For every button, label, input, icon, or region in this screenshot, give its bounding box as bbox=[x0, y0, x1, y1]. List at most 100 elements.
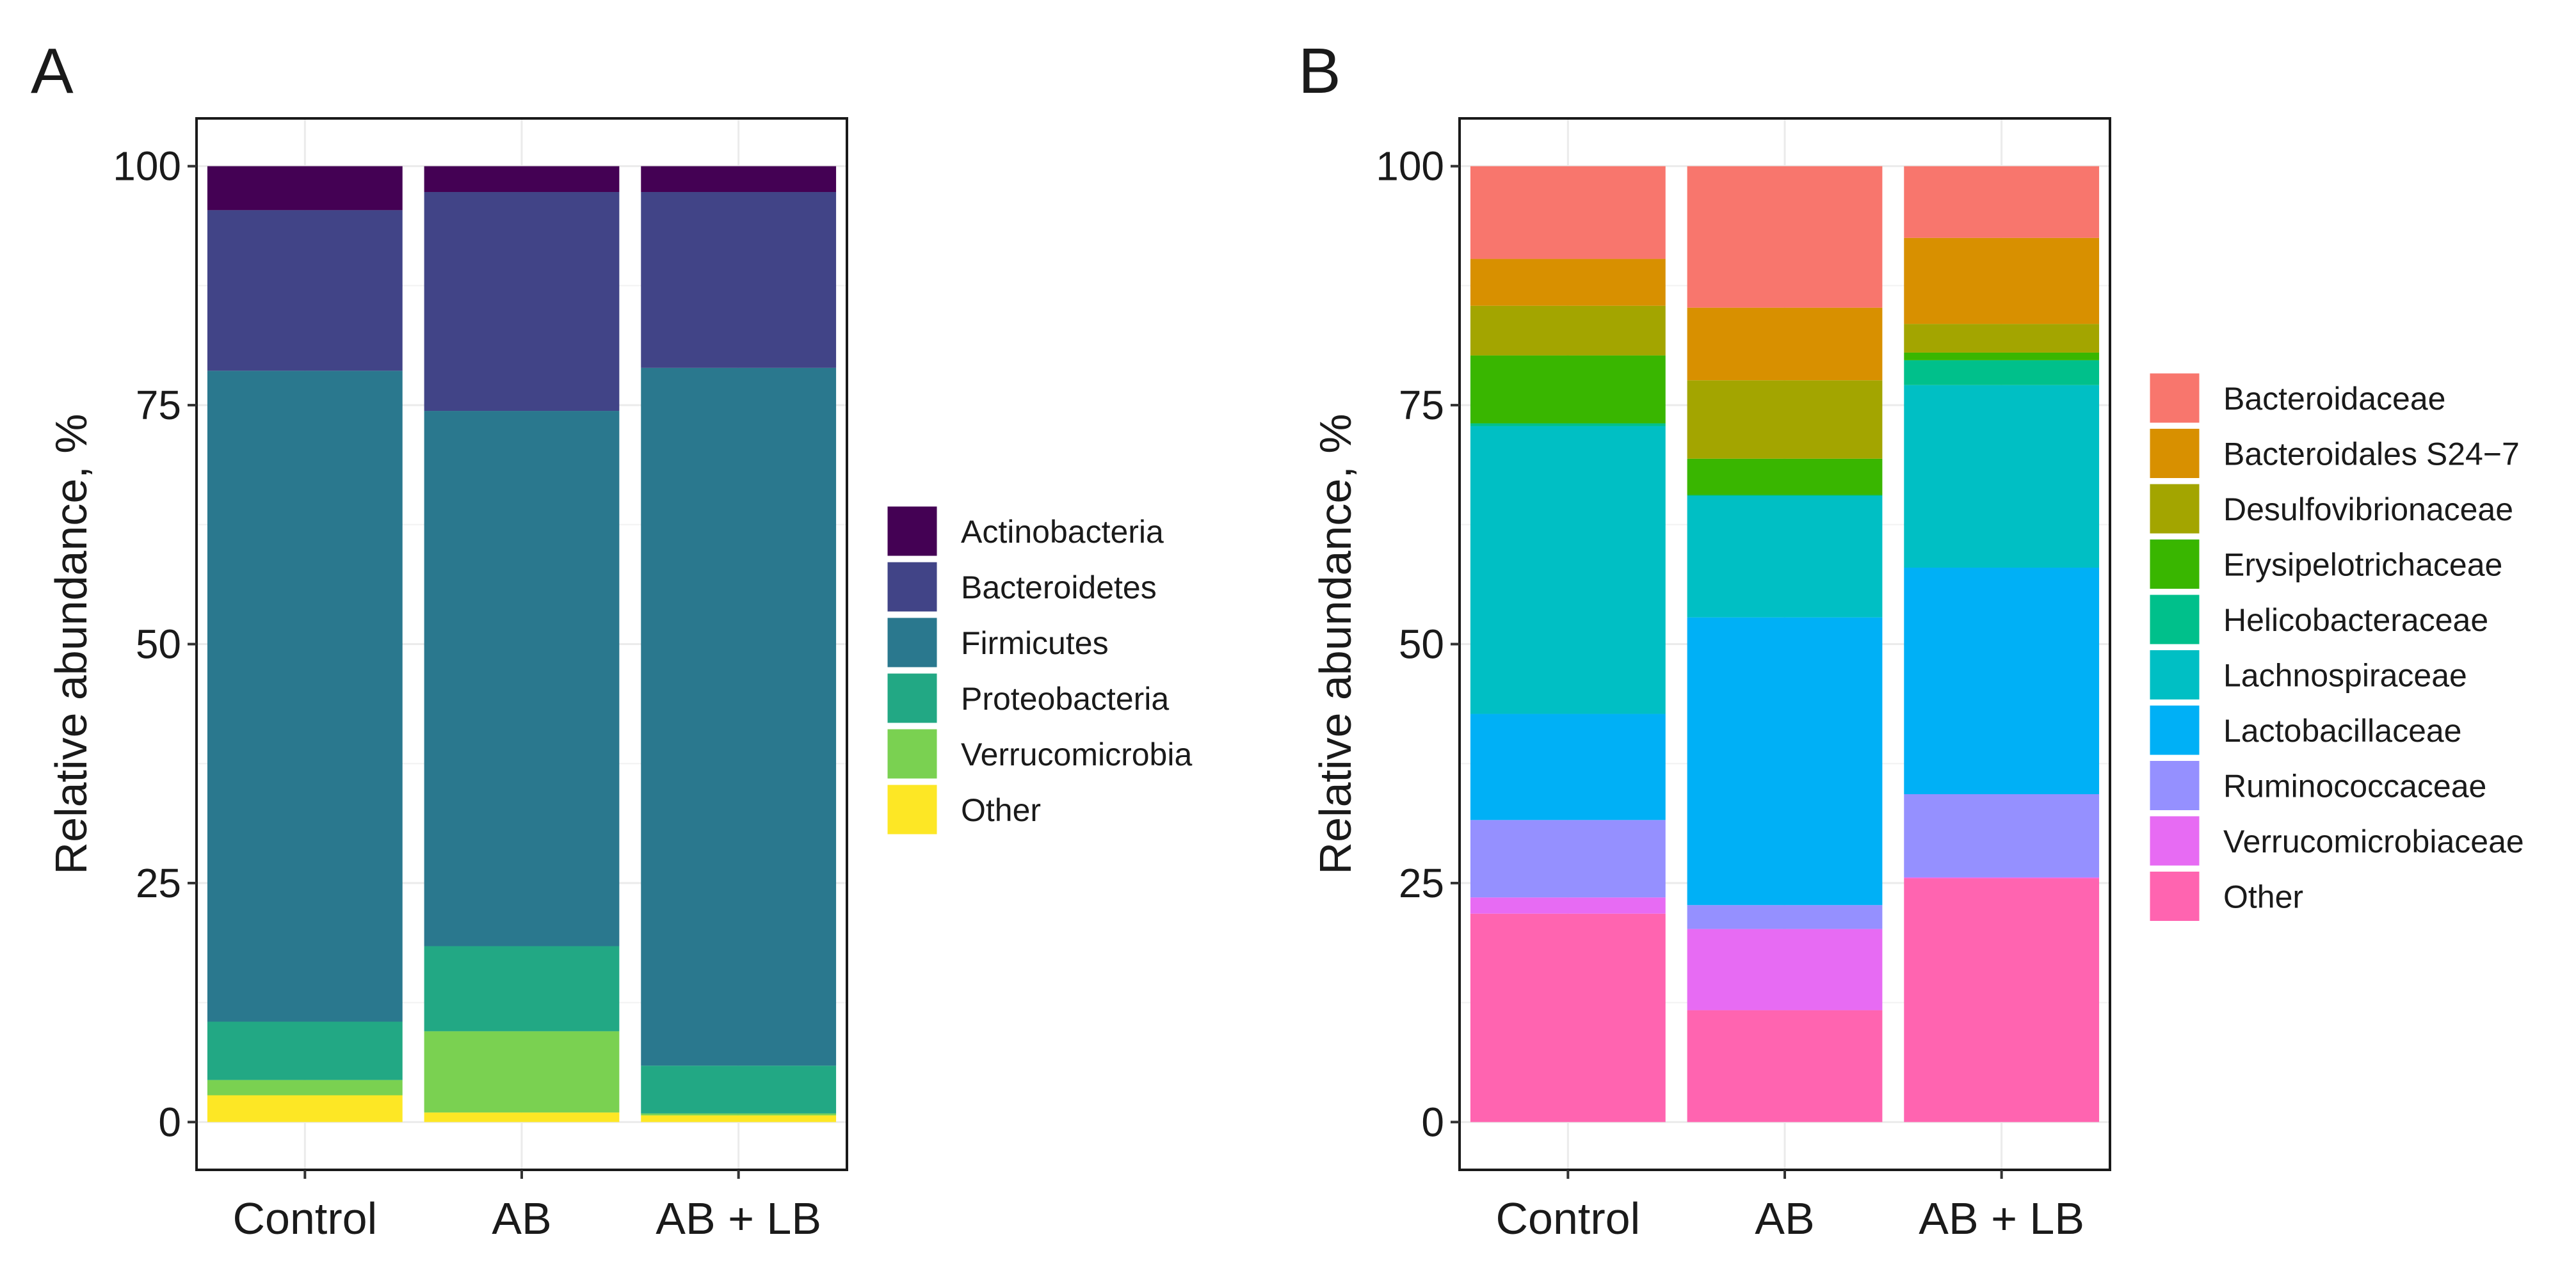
legend-swatch-ruminococcaceae bbox=[2148, 759, 2202, 812]
legend-label-actinobacteria: Actinobacteria bbox=[961, 514, 1164, 550]
legend-label-other: Other bbox=[961, 792, 1041, 828]
legend-swatch-other bbox=[885, 783, 939, 836]
legend-label-other: Other bbox=[2223, 879, 2303, 915]
legend: Bacteroidaceae Bacteroidales S24−7 Desulfo… bbox=[2148, 371, 2524, 923]
bar-segment-bacteroidetes-control bbox=[207, 210, 403, 371]
bar-segment-actinobacteria-ab bbox=[424, 166, 620, 193]
panel-a: A 0 25 50 75 100 Control AB AB + LB Relative abun… bbox=[31, 35, 1192, 1243]
legend-swatch-bacteroidaceae bbox=[2148, 371, 2202, 425]
bar-segment-bacteroidetes-ab-lb bbox=[641, 192, 837, 368]
bar-segment-verrucomicrobiaceae-ab-lb bbox=[1904, 877, 2100, 879]
legend-swatch-lactobacillaceae bbox=[2148, 703, 2202, 757]
bar-segment-firmicutes-ab bbox=[424, 411, 620, 946]
bar-segment-erysipelotrichaceae-ab-lb bbox=[1904, 352, 2100, 360]
legend-label-ruminococcaceae: Ruminococcaceae bbox=[2223, 769, 2486, 804]
bar-segment-desulfovibrionaceae-control bbox=[1470, 305, 1666, 356]
panel-letter: A bbox=[31, 35, 74, 107]
bar-segment-bacteroidaceae-control bbox=[1470, 166, 1666, 259]
bar-segment-bacteroidales-s24-7-ab bbox=[1687, 307, 1883, 381]
bar-segment-firmicutes-control bbox=[207, 371, 403, 1022]
legend-swatch-verrucomicrobia bbox=[885, 727, 939, 781]
bar-segment-ruminococcaceae-ab bbox=[1687, 905, 1883, 929]
bar-segment-lachnospiraceae-ab bbox=[1687, 495, 1883, 618]
legend-label-erysipelotrichaceae: Erysipelotrichaceae bbox=[2223, 547, 2502, 583]
bar-segment-lachnospiraceae-control bbox=[1470, 426, 1666, 714]
legend-swatch-helicobacteraceae bbox=[2148, 593, 2202, 646]
x-tick-label-control: Control bbox=[233, 1194, 378, 1243]
x-tick-label-ab-lb: AB + LB bbox=[656, 1194, 821, 1243]
y-tick-label: 75 bbox=[136, 382, 181, 428]
legend-swatch-bacteroidales-s24-7 bbox=[2148, 427, 2202, 480]
legend-label-verrucomicrobiaceae: Verrucomicrobiaceae bbox=[2223, 824, 2524, 859]
legend-label-proteobacteria: Proteobacteria bbox=[961, 681, 1169, 717]
legend-label-verrucomicrobia: Verrucomicrobia bbox=[961, 737, 1192, 772]
legend-label-helicobacteraceae: Helicobacteraceae bbox=[2223, 602, 2488, 638]
bar-segment-helicobacteraceae-control bbox=[1470, 423, 1666, 426]
legend-label-bacteroidaceae: Bacteroidaceae bbox=[2223, 381, 2445, 417]
panel-b: B 0 25 50 75 100 Control AB AB + LB Relative abun… bbox=[1298, 35, 2524, 1243]
y-tick-label: 75 bbox=[1399, 382, 1444, 428]
bar-segment-proteobacteria-control bbox=[207, 1021, 403, 1080]
y-axis-label: Relative abundance, % bbox=[46, 414, 96, 875]
bar-segment-lactobacillaceae-ab bbox=[1687, 617, 1883, 906]
bar-segment-bacteroidales-s24-7-control bbox=[1470, 259, 1666, 306]
bar-segment-actinobacteria-control bbox=[207, 166, 403, 211]
y-tick-label: 25 bbox=[136, 860, 181, 906]
x-tick-label-ab: AB bbox=[492, 1194, 551, 1243]
panel-letter: B bbox=[1298, 35, 1341, 107]
legend-swatch-lachnospiraceae bbox=[2148, 648, 2202, 701]
bar-segment-other-ab bbox=[1687, 1010, 1883, 1122]
y-tick-label: 25 bbox=[1399, 860, 1444, 906]
y-axis-label: Relative abundance, % bbox=[1310, 414, 1360, 875]
bar-segment-other-ab-lb bbox=[641, 1115, 837, 1122]
legend-swatch-erysipelotrichaceae bbox=[2148, 538, 2202, 591]
y-tick-label: 0 bbox=[158, 1099, 181, 1145]
bar-segment-verrucomicrobia-ab-lb bbox=[641, 1113, 837, 1115]
bar-segment-proteobacteria-ab bbox=[424, 946, 620, 1032]
legend-label-firmicutes: Firmicutes bbox=[961, 625, 1109, 661]
y-tick-label: 100 bbox=[1376, 143, 1444, 189]
bar-segment-lactobacillaceae-control bbox=[1470, 714, 1666, 820]
x-tick-label-ab: AB bbox=[1755, 1194, 1814, 1243]
legend-swatch-other bbox=[2148, 870, 2202, 923]
bar-segment-other-control bbox=[1470, 913, 1666, 1122]
bar-segment-bacteroidaceae-ab-lb bbox=[1904, 166, 2100, 238]
y-tick-label: 50 bbox=[1399, 621, 1444, 667]
bar-segment-desulfovibrionaceae-ab bbox=[1687, 380, 1883, 459]
legend-label-desulfovibrionaceae: Desulfovibrionaceae bbox=[2223, 491, 2513, 527]
legend-swatch-desulfovibrionaceae bbox=[2148, 482, 2202, 536]
legend: Actinobacteria Bacteroidetes Firmicutes Pro… bbox=[885, 504, 1192, 836]
legend-swatch-verrucomicrobiaceae bbox=[2148, 814, 2202, 868]
x-tick-label-control: Control bbox=[1496, 1194, 1641, 1243]
y-tick-label: 50 bbox=[136, 621, 181, 667]
bar-segment-bacteroidales-s24-7-ab-lb bbox=[1904, 237, 2100, 324]
bar-segment-helicobacteraceae-ab-lb bbox=[1904, 360, 2100, 385]
bar-segment-ruminococcaceae-ab-lb bbox=[1904, 794, 2100, 877]
bar-segment-bacteroidetes-ab bbox=[424, 192, 620, 411]
legend-swatch-actinobacteria bbox=[885, 504, 939, 558]
y-tick-label: 0 bbox=[1421, 1099, 1444, 1145]
bar-segment-verrucomicrobia-ab bbox=[424, 1031, 620, 1113]
bar-segment-firmicutes-ab-lb bbox=[641, 367, 837, 1066]
bar-segment-erysipelotrichaceae-control bbox=[1470, 355, 1666, 424]
legend-label-bacteroidetes: Bacteroidetes bbox=[961, 570, 1157, 605]
bar-segment-other-control bbox=[207, 1095, 403, 1122]
legend-swatch-firmicutes bbox=[885, 616, 939, 669]
bar-segment-actinobacteria-ab-lb bbox=[641, 166, 837, 193]
bar-segment-verrucomicrobiaceae-ab bbox=[1687, 929, 1883, 1010]
bar-segment-erysipelotrichaceae-ab bbox=[1687, 458, 1883, 495]
bar-segment-ruminococcaceae-control bbox=[1470, 820, 1666, 898]
y-tick-label: 100 bbox=[113, 143, 181, 189]
legend-swatch-proteobacteria bbox=[885, 671, 939, 725]
bar-segment-other-ab-lb bbox=[1904, 878, 2100, 1122]
legend-label-lachnospiraceae: Lachnospiraceae bbox=[2223, 658, 2467, 694]
x-tick-label-ab-lb: AB + LB bbox=[1919, 1194, 2084, 1243]
legend-label-lactobacillaceae: Lactobacillaceae bbox=[2223, 713, 2462, 749]
bar-segment-verrucomicrobia-control bbox=[207, 1080, 403, 1096]
bar-segment-lachnospiraceae-ab-lb bbox=[1904, 385, 2100, 568]
bar-segment-desulfovibrionaceae-ab-lb bbox=[1904, 324, 2100, 353]
bar-segment-verrucomicrobiaceae-control bbox=[1470, 897, 1666, 914]
bar-segment-proteobacteria-ab-lb bbox=[641, 1066, 837, 1114]
bar-segment-bacteroidaceae-ab bbox=[1687, 166, 1883, 308]
